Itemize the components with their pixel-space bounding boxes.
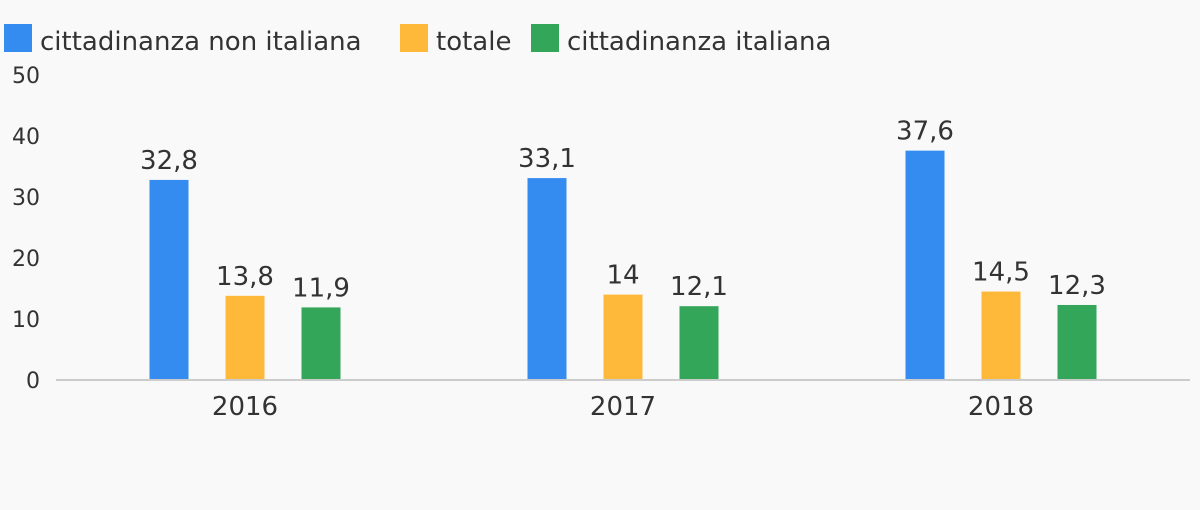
bar — [905, 150, 945, 380]
bar — [527, 178, 567, 380]
legend-label-totale: totale — [436, 27, 511, 57]
legend-label-italiana: cittadinanza italiana — [567, 27, 831, 57]
y-tick-label: 30 — [12, 186, 40, 211]
bar — [1057, 304, 1097, 380]
x-axis: 2016 2017 2018 — [212, 392, 1034, 422]
legend-swatch-totale — [400, 24, 428, 52]
bar — [603, 294, 643, 380]
y-axis: 0 10 20 30 40 50 — [12, 64, 40, 394]
x-tick-label: 2016 — [212, 392, 278, 422]
bar — [679, 306, 719, 380]
legend-swatch-italiana — [531, 24, 559, 52]
y-tick-label: 0 — [26, 369, 40, 394]
data-labels: 32,8 13,8 11,9 33,1 14 12,1 37,6 14,5 12,3 — [140, 117, 1106, 304]
bar — [981, 291, 1021, 380]
data-label: 12,1 — [670, 272, 728, 302]
data-label: 37,6 — [896, 117, 954, 147]
bar — [149, 179, 189, 380]
y-tick-label: 10 — [12, 308, 40, 333]
data-label: 32,8 — [140, 146, 198, 176]
legend: cittadinanza non italiana totale cittadi… — [4, 24, 831, 57]
data-label: 14 — [606, 261, 639, 291]
legend-swatch-non-italiana — [4, 24, 32, 52]
x-tick-label: 2017 — [590, 392, 656, 422]
y-tick-label: 50 — [12, 64, 40, 89]
y-tick-label: 20 — [12, 247, 40, 272]
data-label: 14,5 — [972, 258, 1030, 288]
x-tick-label: 2018 — [968, 392, 1034, 422]
legend-label-non-italiana: cittadinanza non italiana — [40, 27, 362, 57]
bar — [225, 295, 265, 380]
bar — [301, 307, 341, 380]
data-label: 13,8 — [216, 262, 274, 292]
data-label: 12,3 — [1048, 271, 1106, 301]
data-label: 11,9 — [292, 273, 350, 303]
bars — [149, 150, 1097, 380]
y-tick-label: 40 — [12, 125, 40, 150]
data-label: 33,1 — [518, 144, 576, 174]
